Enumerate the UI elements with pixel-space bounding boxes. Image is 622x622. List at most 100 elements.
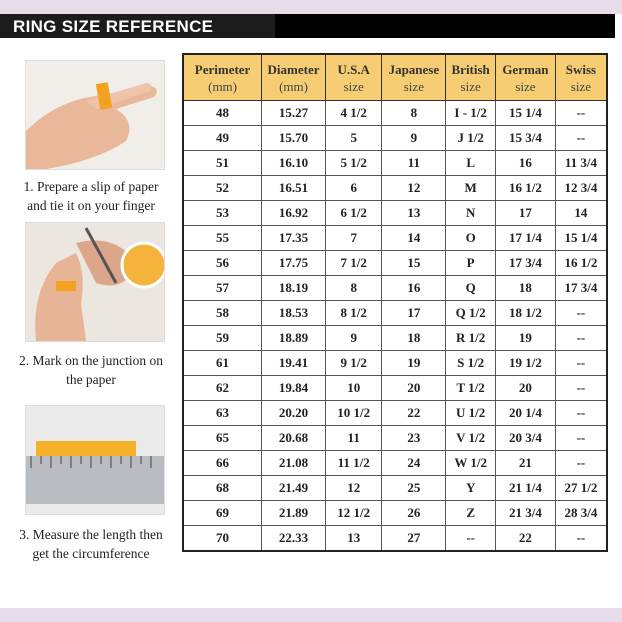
table-cell: 19 bbox=[381, 350, 447, 376]
table-cell: -- bbox=[554, 325, 608, 351]
table-cell: 16.92 bbox=[261, 200, 326, 226]
table-cell: 19 1/2 bbox=[495, 350, 556, 376]
column-header-title: U.S.A bbox=[337, 61, 370, 77]
table-cell: 62 bbox=[182, 375, 263, 401]
table-cell: 21 bbox=[495, 450, 556, 476]
table-cell: U 1/2 bbox=[445, 400, 497, 426]
table-cell: 5 1/2 bbox=[324, 150, 383, 176]
table-cell: W 1/2 bbox=[445, 450, 497, 476]
ruler-measure-illustration bbox=[26, 441, 164, 504]
table-cell: 18.53 bbox=[261, 300, 326, 326]
table-row: 65 20.68 11 23 V 1/2 20 3/4 -- bbox=[182, 425, 608, 451]
table-cell: 16 1/2 bbox=[495, 175, 556, 201]
column-header-unit: (mm) bbox=[279, 78, 308, 94]
table-cell: 15 bbox=[381, 250, 447, 276]
table-cell: 11 bbox=[324, 425, 383, 451]
table-cell: 24 bbox=[381, 450, 447, 476]
table-row: 55 17.35 7 14 O 17 1/4 15 1/4 bbox=[182, 225, 608, 251]
table-cell: 12 3/4 bbox=[554, 175, 608, 201]
table-cell: 17 3/4 bbox=[495, 250, 556, 276]
table-cell: 15.27 bbox=[261, 100, 326, 126]
column-header: Swiss size bbox=[554, 53, 608, 101]
table-cell: 11 3/4 bbox=[554, 150, 608, 176]
column-header-title: Perimeter bbox=[194, 61, 251, 77]
table-cell: 18 bbox=[381, 325, 447, 351]
table-cell: 8 bbox=[381, 100, 447, 126]
table-cell: 66 bbox=[182, 450, 263, 476]
table-cell: 22.33 bbox=[261, 525, 326, 552]
table-cell: Q bbox=[445, 275, 497, 301]
table-row: 52 16.51 6 12 M 16 1/2 12 3/4 bbox=[182, 175, 608, 201]
table-cell: 68 bbox=[182, 475, 263, 501]
table-row: 62 19.84 10 20 T 1/2 20 -- bbox=[182, 375, 608, 401]
table-cell: 51 bbox=[182, 150, 263, 176]
table-cell: -- bbox=[554, 100, 608, 126]
table-cell: 20.20 bbox=[261, 400, 326, 426]
step-1-line-1: 1. Prepare a slip of paper bbox=[23, 179, 159, 194]
column-header-title: German bbox=[502, 61, 549, 77]
table-cell: I - 1/2 bbox=[445, 100, 497, 126]
table-cell: -- bbox=[554, 450, 608, 476]
page-title: RING SIZE REFERENCE bbox=[0, 14, 275, 38]
top-band bbox=[0, 0, 622, 14]
table-row: 66 21.08 11 1/2 24 W 1/2 21 -- bbox=[182, 450, 608, 476]
table-cell: J 1/2 bbox=[445, 125, 497, 151]
table-cell: 49 bbox=[182, 125, 263, 151]
table-cell: V 1/2 bbox=[445, 425, 497, 451]
table-cell: 16.51 bbox=[261, 175, 326, 201]
table-cell: 15 1/4 bbox=[554, 225, 608, 251]
column-header-title: Japanese bbox=[388, 61, 440, 77]
table-cell: -- bbox=[554, 350, 608, 376]
table-cell: 69 bbox=[182, 500, 263, 526]
table-cell: 57 bbox=[182, 275, 263, 301]
table-cell: 19 bbox=[495, 325, 556, 351]
table-cell: 53 bbox=[182, 200, 263, 226]
table-cell: -- bbox=[554, 375, 608, 401]
table-cell: 23 bbox=[381, 425, 447, 451]
table-cell: 17 bbox=[495, 200, 556, 226]
table-cell: 26 bbox=[381, 500, 447, 526]
table-cell: Y bbox=[445, 475, 497, 501]
column-header-title: British bbox=[451, 61, 490, 77]
table-cell: 70 bbox=[182, 525, 263, 552]
step-2-caption: 2. Mark on the junction on the paper bbox=[0, 351, 182, 389]
table-cell: 16 bbox=[495, 150, 556, 176]
table-row: 49 15.70 5 9 J 1/2 15 3/4 -- bbox=[182, 125, 608, 151]
step-1-photo bbox=[25, 60, 165, 170]
table-cell: 7 1/2 bbox=[324, 250, 383, 276]
table-cell: 5 bbox=[324, 125, 383, 151]
table-cell: 17 3/4 bbox=[554, 275, 608, 301]
table-cell: 17 1/4 bbox=[495, 225, 556, 251]
table-cell: 21.89 bbox=[261, 500, 326, 526]
table-cell: 55 bbox=[182, 225, 263, 251]
table-cell: 27 bbox=[381, 525, 447, 552]
table-cell: Z bbox=[445, 500, 497, 526]
table-row: 58 18.53 8 1/2 17 Q 1/2 18 1/2 -- bbox=[182, 300, 608, 326]
table-cell: 22 bbox=[381, 400, 447, 426]
table-row: 69 21.89 12 1/2 26 Z 21 3/4 28 3/4 bbox=[182, 500, 608, 526]
table-cell: 21.08 bbox=[261, 450, 326, 476]
table-cell: N bbox=[445, 200, 497, 226]
table-cell: 9 bbox=[324, 325, 383, 351]
title-bar: RING SIZE REFERENCE bbox=[0, 14, 615, 38]
table-cell: P bbox=[445, 250, 497, 276]
table-cell: M bbox=[445, 175, 497, 201]
table-cell: Q 1/2 bbox=[445, 300, 497, 326]
table-cell: 16 1/2 bbox=[554, 250, 608, 276]
table-cell: 6 1/2 bbox=[324, 200, 383, 226]
table-cell: 21.49 bbox=[261, 475, 326, 501]
column-header: Diameter (mm) bbox=[261, 53, 326, 101]
table-cell: -- bbox=[554, 125, 608, 151]
table-cell: 13 bbox=[324, 525, 383, 552]
table-cell: S 1/2 bbox=[445, 350, 497, 376]
table-row: 59 18.89 9 18 R 1/2 19 -- bbox=[182, 325, 608, 351]
table-cell: -- bbox=[554, 300, 608, 326]
column-header: British size bbox=[445, 53, 497, 101]
table-cell: 4 1/2 bbox=[324, 100, 383, 126]
table-cell: 61 bbox=[182, 350, 263, 376]
table-cell: 18 bbox=[495, 275, 556, 301]
table-cell: 21 1/4 bbox=[495, 475, 556, 501]
table-cell: R 1/2 bbox=[445, 325, 497, 351]
step-2-photo bbox=[25, 222, 165, 342]
table-cell: 63 bbox=[182, 400, 263, 426]
